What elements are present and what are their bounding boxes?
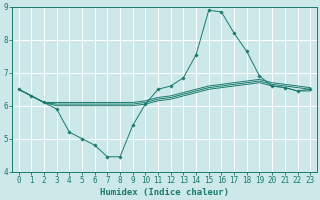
X-axis label: Humidex (Indice chaleur): Humidex (Indice chaleur)	[100, 188, 229, 197]
